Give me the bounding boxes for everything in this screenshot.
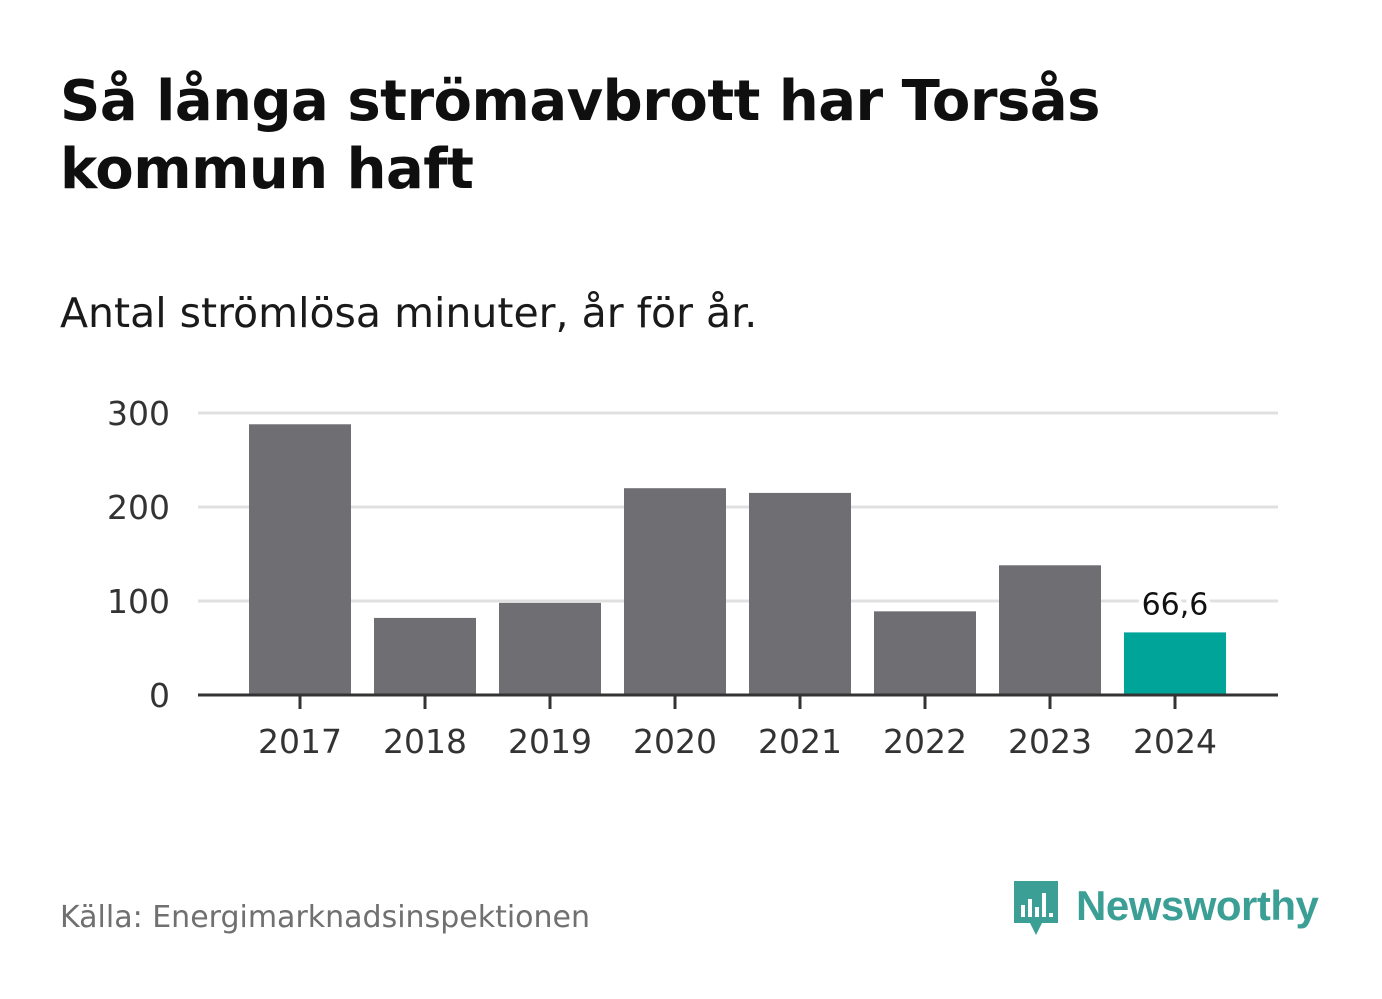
x-tick-label-2022: 2022: [883, 722, 967, 761]
bar-2020: [624, 488, 726, 695]
y-tick-label: 300: [107, 394, 170, 433]
bar-2018: [374, 617, 476, 695]
bars: [249, 424, 1226, 695]
axes: 0 100 200 300 2017 2018 2019 2020 2021 2022 2023 20…: [107, 394, 1278, 761]
x-tick-label-2024: 2024: [1133, 722, 1217, 761]
bar-2023: [999, 565, 1101, 695]
bar-2024: [1124, 632, 1226, 695]
bar-2017: [249, 424, 351, 695]
x-tick-label-2023: 2023: [1008, 722, 1092, 761]
data-labels: 66,6: [1137, 582, 1214, 627]
x-tick-label-2020: 2020: [633, 722, 717, 761]
source-note: Källa: Energimarknadsinspektionen: [60, 900, 591, 935]
brand-name: Newsworthy: [1076, 882, 1319, 929]
y-tick-label: 200: [107, 488, 170, 527]
bar-2021: [749, 492, 851, 695]
x-tick-label-2017: 2017: [258, 722, 342, 761]
data-label-2024: 66,6: [1142, 587, 1209, 622]
x-tick-label-2018: 2018: [383, 722, 467, 761]
chart-title: Så långa strömavbrott har Torsås kommun …: [60, 69, 1100, 202]
y-tick-label: 0: [149, 676, 170, 715]
x-tick-label-2019: 2019: [508, 722, 592, 761]
bar-2019: [499, 602, 601, 695]
x-tick-label-2021: 2021: [758, 722, 842, 761]
bar-2022: [874, 611, 976, 695]
bar-chart-speech-bubble-icon: [1014, 881, 1058, 935]
y-tick-label: 100: [107, 582, 170, 621]
chart-subtitle: Antal strömlösa minuter, år för år.: [60, 289, 758, 337]
newsworthy-logo[interactable]: Newsworthy: [1010, 876, 1319, 942]
gridlines: [198, 411, 1278, 603]
